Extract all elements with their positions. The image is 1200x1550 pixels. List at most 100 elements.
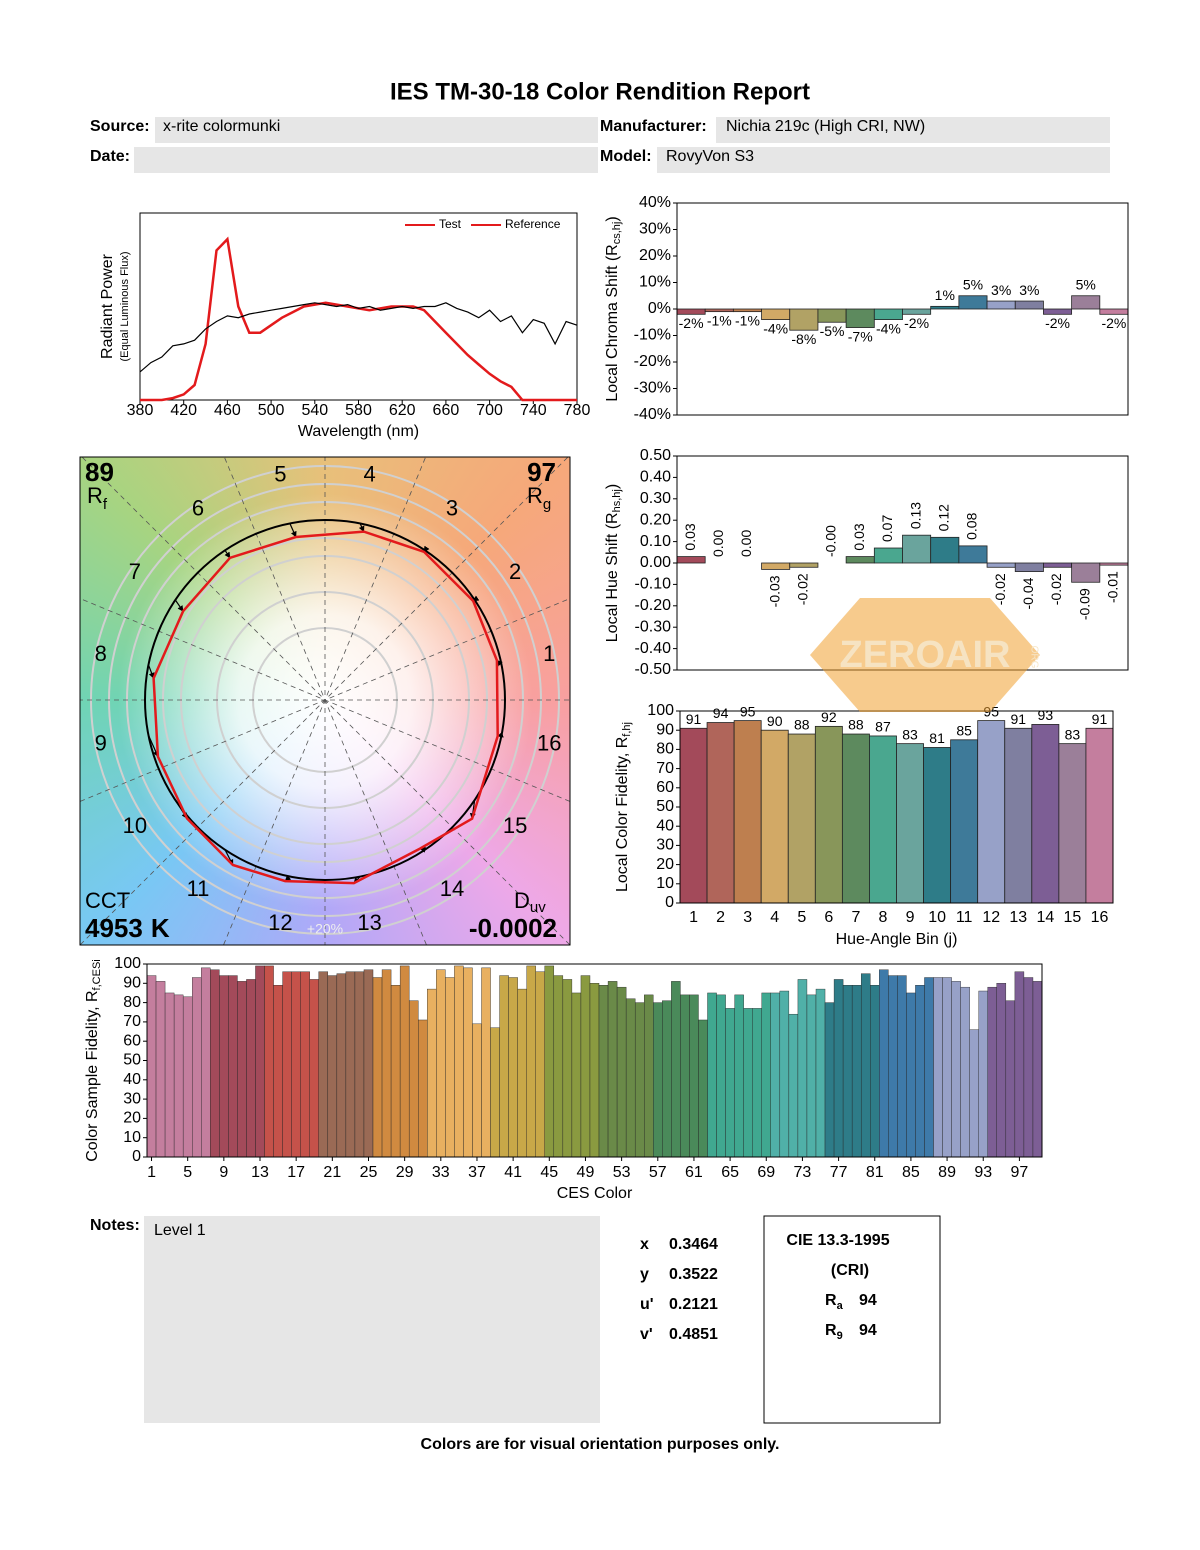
value-label: -8% bbox=[791, 331, 816, 347]
y-tick-label: -0.50 bbox=[635, 661, 672, 678]
bar bbox=[164, 992, 175, 1158]
x-tick-label: 8 bbox=[879, 909, 888, 926]
value-label: -5% bbox=[820, 323, 845, 339]
x-tick-label: 49 bbox=[577, 1164, 595, 1181]
bar bbox=[1031, 724, 1060, 904]
coord-value: 0.4851 bbox=[669, 1326, 718, 1343]
bar bbox=[824, 1002, 835, 1158]
bin-label: 8 bbox=[95, 641, 107, 666]
bar bbox=[902, 534, 932, 564]
bar bbox=[345, 971, 356, 1158]
shift-arrow bbox=[358, 523, 365, 533]
x-axis-label: Wavelength (nm) bbox=[298, 423, 419, 440]
y-tick-label: -20% bbox=[634, 353, 671, 370]
bar bbox=[580, 975, 591, 1158]
shift-arrow bbox=[224, 550, 231, 559]
value-label: 0.03 bbox=[851, 523, 867, 550]
bar bbox=[463, 967, 473, 1158]
x-tick-label: 700 bbox=[476, 402, 503, 419]
value-label: 85 bbox=[956, 723, 972, 739]
x-tick-label: 41 bbox=[504, 1164, 522, 1181]
notes-label: Notes: bbox=[90, 1217, 140, 1234]
bar bbox=[679, 727, 708, 904]
bar bbox=[676, 308, 706, 315]
bin-label: 16 bbox=[537, 730, 561, 755]
bar bbox=[680, 994, 690, 1158]
bar bbox=[951, 981, 961, 1158]
symbol: R bbox=[825, 1322, 837, 1339]
y-tick-label: 100 bbox=[114, 955, 141, 972]
bar bbox=[598, 985, 609, 1158]
value-label: 0.12 bbox=[935, 504, 951, 531]
x-axis-label: CES Color bbox=[557, 1185, 633, 1202]
y-tick-label: -0.20 bbox=[635, 597, 672, 614]
legend-label: Test bbox=[439, 217, 462, 231]
value-label: -1% bbox=[735, 312, 760, 328]
bar bbox=[960, 986, 970, 1158]
shift-arrow bbox=[174, 599, 184, 612]
bar bbox=[789, 308, 819, 331]
bar bbox=[1014, 971, 1025, 1158]
shift-arrow bbox=[147, 664, 155, 679]
bar bbox=[950, 739, 979, 904]
ring-label: +20% bbox=[307, 921, 343, 937]
rg-value: 97 bbox=[527, 457, 556, 487]
bar bbox=[707, 992, 717, 1158]
x-tick-label: 81 bbox=[866, 1164, 884, 1181]
bar bbox=[761, 992, 771, 1158]
vector-frame bbox=[79, 456, 571, 946]
label-text: Local Hue Shift (R bbox=[604, 512, 621, 642]
value-label: -4% bbox=[876, 320, 901, 336]
x-tick-label: 12 bbox=[982, 909, 1000, 926]
x-tick-label: 500 bbox=[258, 402, 285, 419]
test-polygon bbox=[152, 530, 499, 885]
subscript: f,CESi bbox=[91, 959, 103, 990]
bar bbox=[644, 994, 654, 1158]
bar bbox=[725, 1008, 735, 1158]
y-tick-label: 50 bbox=[123, 1052, 141, 1069]
bar bbox=[787, 733, 816, 904]
x-tick-label: 4 bbox=[770, 909, 779, 926]
y-tick-label: 70 bbox=[123, 1013, 141, 1030]
x-tick-label: 13 bbox=[1009, 909, 1027, 926]
bar bbox=[182, 996, 193, 1158]
watermark-text: ZEROAIR bbox=[840, 634, 1011, 676]
bar bbox=[1043, 562, 1073, 568]
bar bbox=[888, 975, 898, 1158]
x-tick-label: 580 bbox=[345, 402, 372, 419]
bar bbox=[372, 977, 383, 1158]
subscript: f bbox=[103, 496, 108, 513]
x-tick-label: 89 bbox=[938, 1164, 956, 1181]
x-tick-label: 29 bbox=[396, 1164, 414, 1181]
y-tick-label: 0.30 bbox=[640, 490, 671, 507]
x-tick-label: 53 bbox=[613, 1164, 631, 1181]
legend-label: Reference bbox=[505, 217, 561, 231]
bar bbox=[354, 971, 365, 1158]
bar bbox=[797, 979, 808, 1158]
value-label: -2% bbox=[904, 315, 929, 331]
bar bbox=[1099, 308, 1129, 315]
x-tick-label: 380 bbox=[127, 402, 154, 419]
y-tick-label: 30% bbox=[639, 221, 671, 238]
bar bbox=[923, 747, 952, 904]
shift-arrow bbox=[289, 523, 297, 538]
bar bbox=[526, 965, 536, 1158]
bar bbox=[490, 1027, 500, 1158]
bar bbox=[273, 985, 283, 1158]
symbol: R bbox=[87, 483, 103, 508]
value-label: -2% bbox=[1045, 315, 1070, 331]
y-tick-label: 40 bbox=[656, 817, 674, 834]
bar bbox=[309, 979, 319, 1158]
x-tick-label: 3 bbox=[743, 909, 752, 926]
cri-box bbox=[763, 1215, 941, 1424]
field-label: Date: bbox=[90, 148, 130, 165]
y-tick-label: 60 bbox=[656, 779, 674, 796]
bar bbox=[192, 977, 202, 1158]
value-label: -0.03 bbox=[766, 575, 782, 607]
coord-label: u' bbox=[640, 1296, 654, 1313]
spectrum-line bbox=[139, 302, 578, 373]
bar bbox=[155, 981, 166, 1158]
bar bbox=[264, 965, 274, 1158]
